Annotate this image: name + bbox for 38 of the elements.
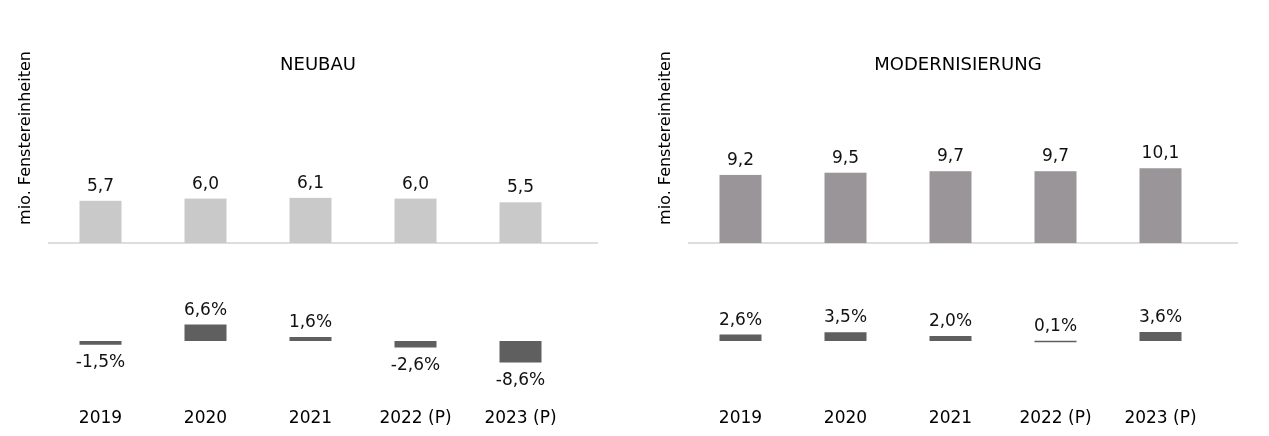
data-label: 9,2	[726, 148, 755, 169]
data-label: 1,6%	[288, 311, 333, 331]
data-label: 3,5%	[823, 306, 868, 327]
x-tick-label: 2023 (P)	[484, 407, 557, 427]
x-tick-label: 2022 (P)	[1019, 407, 1092, 427]
data-label: 6,0	[401, 172, 430, 193]
data-label: -2,6%	[390, 353, 441, 374]
chart-title: MODERNISIERUNG	[874, 53, 1042, 74]
x-tick-label: 2019	[718, 407, 763, 427]
bar	[1139, 332, 1182, 341]
data-label: 2,0%	[928, 310, 973, 330]
bar	[824, 332, 867, 341]
data-label: 10,1	[1141, 142, 1180, 163]
bar	[929, 336, 972, 341]
x-tick-label: 2023 (P)	[1124, 407, 1197, 427]
data-label: -8,6%	[495, 368, 546, 389]
data-label: 3,6%	[1138, 306, 1183, 326]
y-axis-title: mio. Fenstereinheiten	[15, 51, 34, 225]
x-tick-label: 2019	[78, 407, 123, 427]
bar	[719, 334, 762, 341]
y-axis-title: mio. Fenstereinheiten	[655, 51, 674, 225]
x-tick-label: 2022 (P)	[379, 407, 452, 427]
data-label: 5,7	[86, 174, 115, 195]
data-label: 6,1	[296, 171, 325, 192]
x-tick-label: 2020	[823, 407, 868, 427]
x-tick-label: 2021	[928, 407, 973, 427]
data-label: 0,1%	[1033, 314, 1078, 335]
chart-title: NEUBAU	[280, 53, 356, 74]
data-label: 6,6%	[183, 298, 228, 319]
x-tick-label: 2021	[288, 407, 333, 427]
data-label: 6,0	[191, 172, 220, 193]
data-label: 9,7	[936, 145, 965, 166]
x-tick-label: 2020	[183, 407, 228, 427]
data-label: 2,6%	[718, 308, 763, 329]
data-label: 9,5	[831, 146, 860, 167]
data-label: 5,5	[506, 176, 535, 197]
data-label: 9,7	[1041, 145, 1070, 166]
data-label: -1,5%	[75, 350, 126, 371]
